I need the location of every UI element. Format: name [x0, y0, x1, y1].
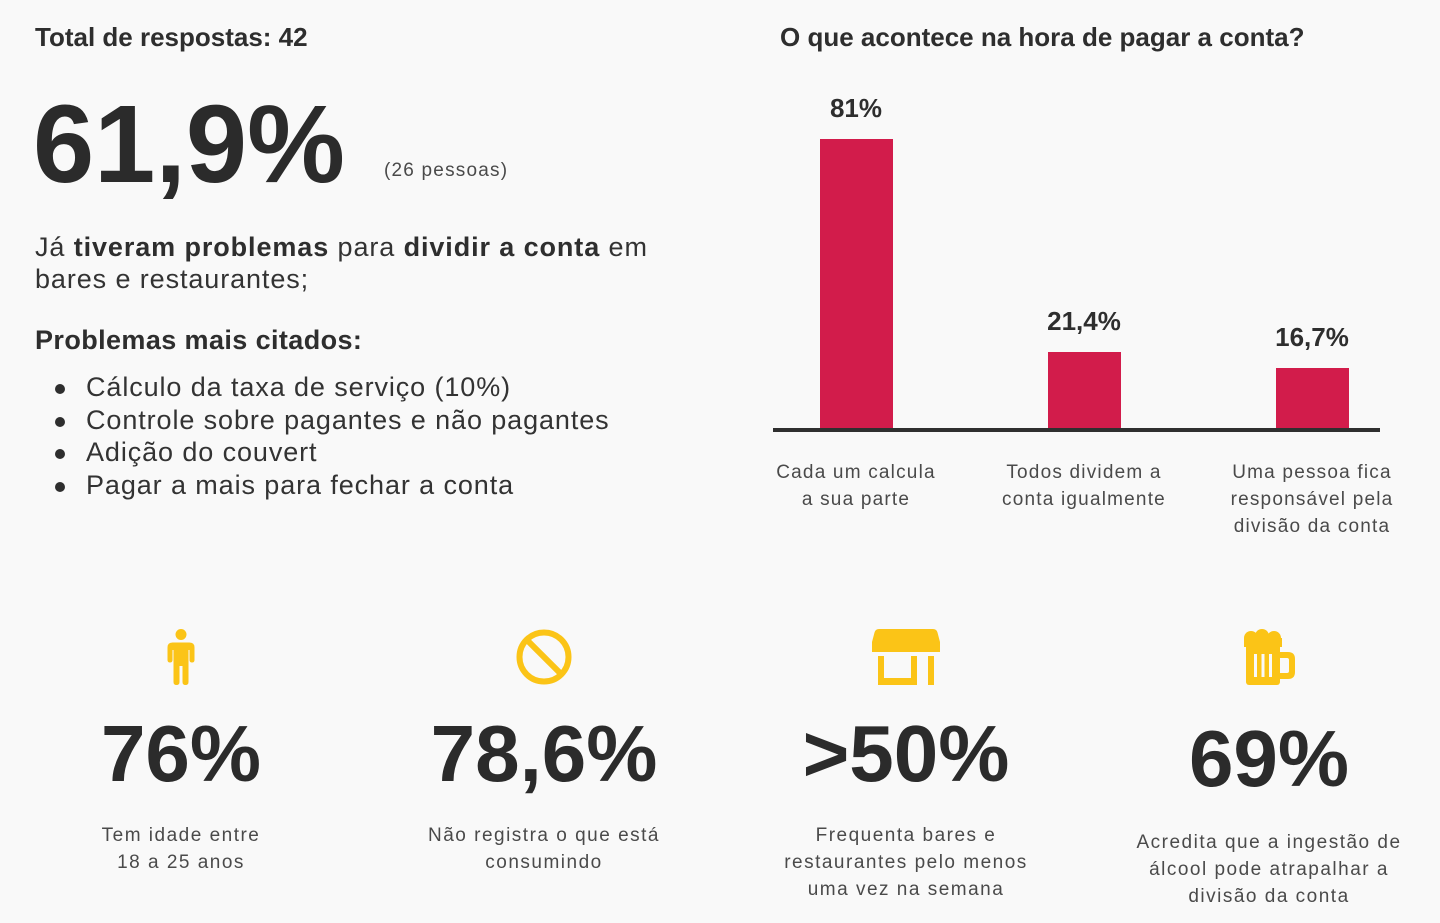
stat-icon-wrap — [374, 629, 714, 685]
bar-category-label: Uma pessoa fica responsável pela divisão… — [1230, 462, 1394, 537]
problem-text: Cálculo da taxa de serviço (10%) — [86, 372, 511, 402]
intro-emphasis: dividir a conta — [403, 232, 601, 262]
stat-icon-wrap — [11, 629, 351, 685]
bullet-dot — [55, 384, 65, 394]
intro-segment: Já — [35, 232, 74, 262]
problem-item: Cálculo da taxa de serviço (10%) — [35, 371, 610, 404]
store-icon — [872, 629, 940, 685]
problem-text: Pagar a mais para fechar a conta — [86, 469, 515, 500]
intro-segment: em bares e restaurantes; — [35, 232, 648, 294]
problem-item: Controle sobre pagantes e não pagantes — [35, 404, 610, 437]
beer-mug-icon — [1244, 629, 1295, 685]
bar-value-label: 16,7% — [1275, 322, 1349, 353]
intro-text: Já tiveram problemas para dividir a cont… — [35, 231, 735, 295]
bar-chart: 81% Cada um calcula a sua parte 21,4% Todos… — [760, 85, 1420, 545]
problems-list: Cálculo da taxa de serviço (10%) Control… — [35, 371, 610, 501]
stat-caption: Frequenta bares e restaurantes pelo meno… — [784, 825, 1028, 900]
problem-item: Adição do couvert — [35, 436, 610, 469]
intro-emphasis: tiveram problemas — [73, 232, 330, 262]
bullet-dot — [55, 416, 65, 427]
stat-caption: Acredita que a ingestão de álcool pode a… — [1136, 832, 1402, 907]
total-responses: Total de respostas: 42 — [35, 22, 308, 52]
problems-title: Problemas mais citados: — [35, 325, 363, 355]
block-icon — [516, 629, 572, 685]
person-icon — [167, 629, 195, 685]
bar-value-label: 81% — [829, 93, 883, 123]
chart-title: O que acontece na hora de pagar a conta? — [780, 22, 1305, 52]
stat-value: 78,6% — [430, 709, 658, 798]
bar-category-label: Cada um calcula a sua parte — [776, 462, 936, 510]
bar-category-label: Todos dividem a conta igualmente — [1002, 462, 1166, 510]
chart-baseline — [773, 428, 1380, 432]
bullet-dot — [55, 449, 65, 459]
intro-segment: para — [329, 232, 404, 262]
stat-value: >50% — [802, 709, 1010, 798]
stat-value: 69% — [1188, 714, 1350, 803]
chart-bar-3 — [1275, 368, 1349, 428]
stat-no-tracking: 78,6% Não registra o que está consumindo — [374, 629, 714, 919]
problem-text: Controle sobre pagantes e não pagantes — [86, 404, 610, 435]
stat-caption: Tem idade entre 18 a 25 anos — [101, 825, 261, 873]
headline-count: (26 pessoas) — [384, 160, 509, 181]
bar-value-label: 21,4% — [1047, 305, 1121, 336]
stat-age: 76% Tem idade entre 18 a 25 anos — [11, 629, 351, 919]
stat-alcohol: 69% Acredita que a ingestão de álcool po… — [1099, 629, 1439, 919]
stat-icon-wrap — [736, 629, 1076, 685]
stat-frequency: >50% Frequenta bares e restaurantes pelo… — [736, 629, 1076, 919]
stat-caption: Não registra o que está consumindo — [427, 825, 660, 873]
problem-item: Pagar a mais para fechar a conta — [35, 469, 610, 502]
chart-bar-1 — [819, 139, 893, 428]
stat-icon-wrap — [1099, 629, 1439, 685]
chart-bar-2 — [1047, 351, 1121, 428]
headline-percent: 61,9% — [33, 83, 345, 206]
stat-value: 76% — [100, 709, 262, 798]
bullet-dot — [55, 481, 65, 492]
problem-text: Adição do couvert — [86, 437, 318, 467]
